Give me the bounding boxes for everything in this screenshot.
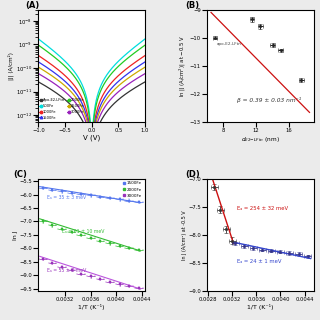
Text: Eₐ = 35 ± 3 meV: Eₐ = 35 ± 3 meV xyxy=(47,195,86,200)
Text: β = 0.39 ± 0.03 nm⁻¹: β = 0.39 ± 0.03 nm⁻¹ xyxy=(237,97,301,103)
Text: Eₐ = 24 ± 1 meV: Eₐ = 24 ± 1 meV xyxy=(237,259,281,264)
Y-axis label: ln J: ln J xyxy=(13,230,18,240)
X-axis label: V (V): V (V) xyxy=(83,135,100,141)
Text: Eₐ = 55 ± 8 meV: Eₐ = 55 ± 8 meV xyxy=(47,268,86,273)
X-axis label: $d_{E2\mathsf{-}LFtn}$ (nm): $d_{E2\mathsf{-}LFtn}$ (nm) xyxy=(241,135,280,144)
Legend: Apo-E2-LFtn, 500Fe, 1000Fe, 1500Fe, 2000Fe, 2500Fe, 3000Fe: Apo-E2-LFtn, 500Fe, 1000Fe, 1500Fe, 2000… xyxy=(38,98,85,120)
X-axis label: 1/T (K⁻¹): 1/T (K⁻¹) xyxy=(78,304,105,310)
Legend: 1500Fe, 2000Fe, 3000Fe: 1500Fe, 2000Fe, 3000Fe xyxy=(122,181,143,198)
Text: apo-E2-LFtn: apo-E2-LFtn xyxy=(217,42,242,46)
X-axis label: 1/T (K⁻¹): 1/T (K⁻¹) xyxy=(247,304,274,310)
Text: (C): (C) xyxy=(13,171,27,180)
Y-axis label: ln |J (A/cm$^2$)| at $-$0.5 V: ln |J (A/cm$^2$)| at $-$0.5 V xyxy=(178,35,188,97)
Y-axis label: |J| (A/cm²): |J| (A/cm²) xyxy=(8,52,14,80)
Text: Eₐ = 61 ± 10 meV: Eₐ = 61 ± 10 meV xyxy=(62,228,104,234)
Text: Eₐ = 254 ± 32 meV: Eₐ = 254 ± 32 meV xyxy=(237,206,288,211)
Text: (D): (D) xyxy=(186,171,200,180)
Text: (A): (A) xyxy=(26,2,40,11)
Y-axis label: ln J (A/cm²) at -0.5 V: ln J (A/cm²) at -0.5 V xyxy=(181,210,187,260)
Text: (B): (B) xyxy=(186,2,200,11)
